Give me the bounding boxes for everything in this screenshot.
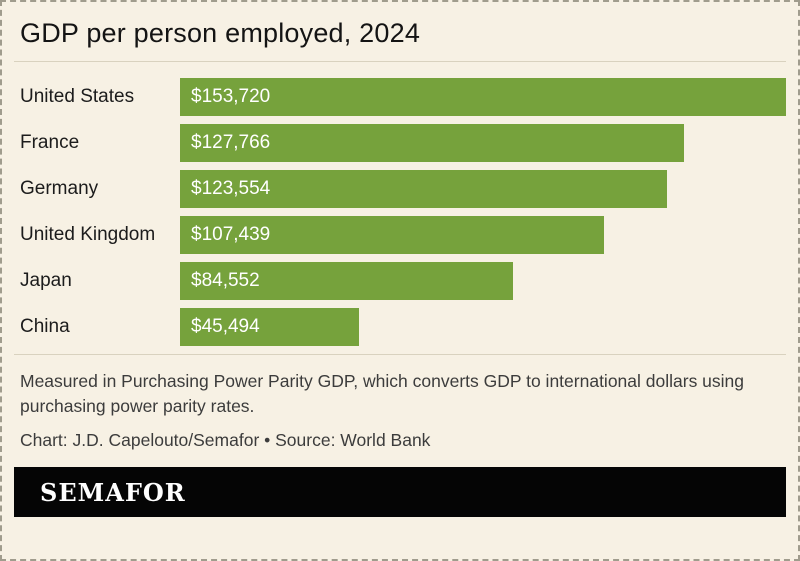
category-label: United States: [20, 86, 135, 107]
title-divider: [14, 61, 786, 62]
bar-value-label: $45,494: [191, 316, 260, 337]
bar-track: $153,720: [180, 78, 786, 116]
semafor-logo-bar: SEMAFOR: [14, 467, 786, 517]
bar: $45,494: [180, 308, 360, 346]
bar-row: China $45,494: [20, 308, 786, 346]
bar: $123,554: [180, 170, 668, 208]
bar-row: France $127,766: [20, 124, 786, 162]
category-label: France: [20, 132, 80, 153]
bar-row: United States $153,720: [20, 78, 786, 116]
bar-value-label: $123,554: [191, 178, 271, 199]
bar-track: $45,494: [180, 308, 786, 346]
bar: $127,766: [180, 124, 684, 162]
bar-track: $123,554: [180, 170, 786, 208]
bar-track: $127,766: [180, 124, 786, 162]
bar-track: $107,439: [180, 216, 786, 254]
bar-value-label: $107,439: [191, 224, 271, 245]
bar-value-label: $127,766: [191, 132, 271, 153]
bar-value-label: $84,552: [191, 270, 260, 291]
category-label: China: [20, 316, 70, 337]
bar-row: Japan $84,552: [20, 262, 786, 300]
category-label: Germany: [20, 178, 99, 199]
bar-row: United Kingdom $107,439: [20, 216, 786, 254]
bar-row: Germany $123,554: [20, 170, 786, 208]
bar-track: $84,552: [180, 262, 786, 300]
category-label: United Kingdom: [20, 224, 156, 245]
bar-value-label: $153,720: [191, 86, 271, 107]
footer-divider: [14, 354, 786, 355]
footer: Measured in Purchasing Power Parity GDP,…: [2, 355, 798, 451]
chart-title: GDP per person employed, 2024: [20, 18, 421, 48]
methodology-note: Measured in Purchasing Power Parity GDP,…: [20, 371, 745, 416]
semafor-logo: SEMAFOR: [40, 477, 186, 507]
bar: $107,439: [180, 216, 604, 254]
bar-rows: United States $153,720 France $127,766 Germa…: [2, 62, 798, 346]
category-label: Japan: [20, 270, 72, 291]
source-credit: Chart: J.D. Capelouto/Semafor • Source: …: [20, 430, 431, 450]
bar: $153,720: [180, 78, 786, 116]
bar: $84,552: [180, 262, 514, 300]
